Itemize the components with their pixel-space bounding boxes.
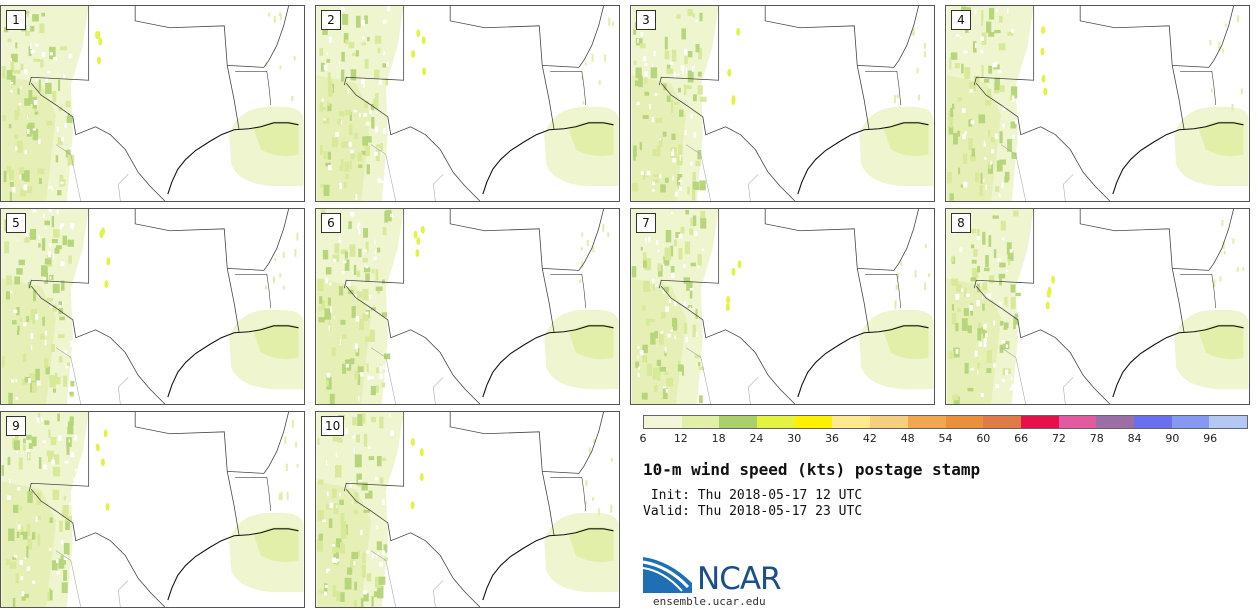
colorbar-tick-label: 90 xyxy=(1165,432,1180,445)
ensemble-member-map: 6 xyxy=(315,208,620,405)
member-number-label: 7 xyxy=(636,213,656,233)
product-title: 10-m wind speed (kts) postage stamp xyxy=(643,460,981,479)
init-time: Init: Thu 2018-05-17 12 UTC xyxy=(643,488,863,503)
colorbar-ticks: 6 12 18 24 30 36 42 48 54 60 66 72 78 84 90 96 xyxy=(639,432,1248,446)
site-url: ensemble.ucar.edu xyxy=(653,595,766,608)
colorbar-tick-label: 48 xyxy=(900,432,915,445)
wind-speed-colorbar xyxy=(643,415,1248,429)
colorbar-segment xyxy=(794,416,833,428)
colorbar-segment xyxy=(1133,416,1172,428)
member-number-label: 1 xyxy=(6,10,26,30)
colorbar-segment xyxy=(1020,416,1059,428)
member-number-label: 9 xyxy=(6,416,26,436)
colorbar-segment xyxy=(681,416,720,428)
member-number-label: 2 xyxy=(321,10,341,30)
colorbar-segment xyxy=(907,416,946,428)
colorbar-tick-label: 18 xyxy=(711,432,726,445)
colorbar-tick-label: 12 xyxy=(673,432,688,445)
colorbar-segment xyxy=(1209,416,1247,428)
colorbar-segment xyxy=(719,416,758,428)
colorbar-tick-label: 78 xyxy=(1089,432,1104,445)
colorbar-segment xyxy=(757,416,795,428)
colorbar-segment xyxy=(1096,416,1134,428)
colorbar-tick-label: 84 xyxy=(1127,432,1142,445)
colorbar-tick-label: 42 xyxy=(862,432,877,445)
colorbar-segment xyxy=(1058,416,1097,428)
colorbar-tick-label: 72 xyxy=(1051,432,1066,445)
colorbar-tick-label: 6 xyxy=(639,432,647,445)
colorbar-segment xyxy=(644,416,682,428)
ensemble-member-map: 2 xyxy=(315,5,620,202)
colorbar-segment xyxy=(983,416,1021,428)
member-number-label: 6 xyxy=(321,213,341,233)
colorbar-segment xyxy=(832,416,871,428)
ensemble-member-map: 8 xyxy=(945,208,1250,405)
colorbar-segment xyxy=(945,416,984,428)
ensemble-member-map: 9 xyxy=(0,411,305,608)
member-number-label: 5 xyxy=(6,213,26,233)
member-number-label: 3 xyxy=(636,10,656,30)
ncar-logo-text: NCAR xyxy=(697,561,782,597)
colorbar-tick-label: 66 xyxy=(1014,432,1029,445)
ensemble-member-map: 4 xyxy=(945,5,1250,202)
colorbar-segment xyxy=(870,416,908,428)
member-number-label: 10 xyxy=(321,416,345,436)
ensemble-member-map: 5 xyxy=(0,208,305,405)
ncar-logo-icon xyxy=(642,557,692,593)
ensemble-member-map: 10 xyxy=(315,411,620,608)
member-number-label: 4 xyxy=(951,10,971,30)
ensemble-member-map: 7 xyxy=(630,208,935,405)
colorbar-segment xyxy=(1171,416,1210,428)
colorbar-tick-label: 60 xyxy=(976,432,991,445)
member-number-label: 8 xyxy=(951,213,971,233)
colorbar-tick-label: 30 xyxy=(787,432,802,445)
valid-time: Valid: Thu 2018-05-17 23 UTC xyxy=(643,504,863,519)
ensemble-member-map: 1 xyxy=(0,5,305,202)
colorbar-tick-label: 54 xyxy=(938,432,953,445)
colorbar-tick-label: 24 xyxy=(749,432,764,445)
colorbar-tick-label: 96 xyxy=(1203,432,1218,445)
ensemble-member-map: 3 xyxy=(630,5,935,202)
colorbar-tick-label: 36 xyxy=(825,432,840,445)
